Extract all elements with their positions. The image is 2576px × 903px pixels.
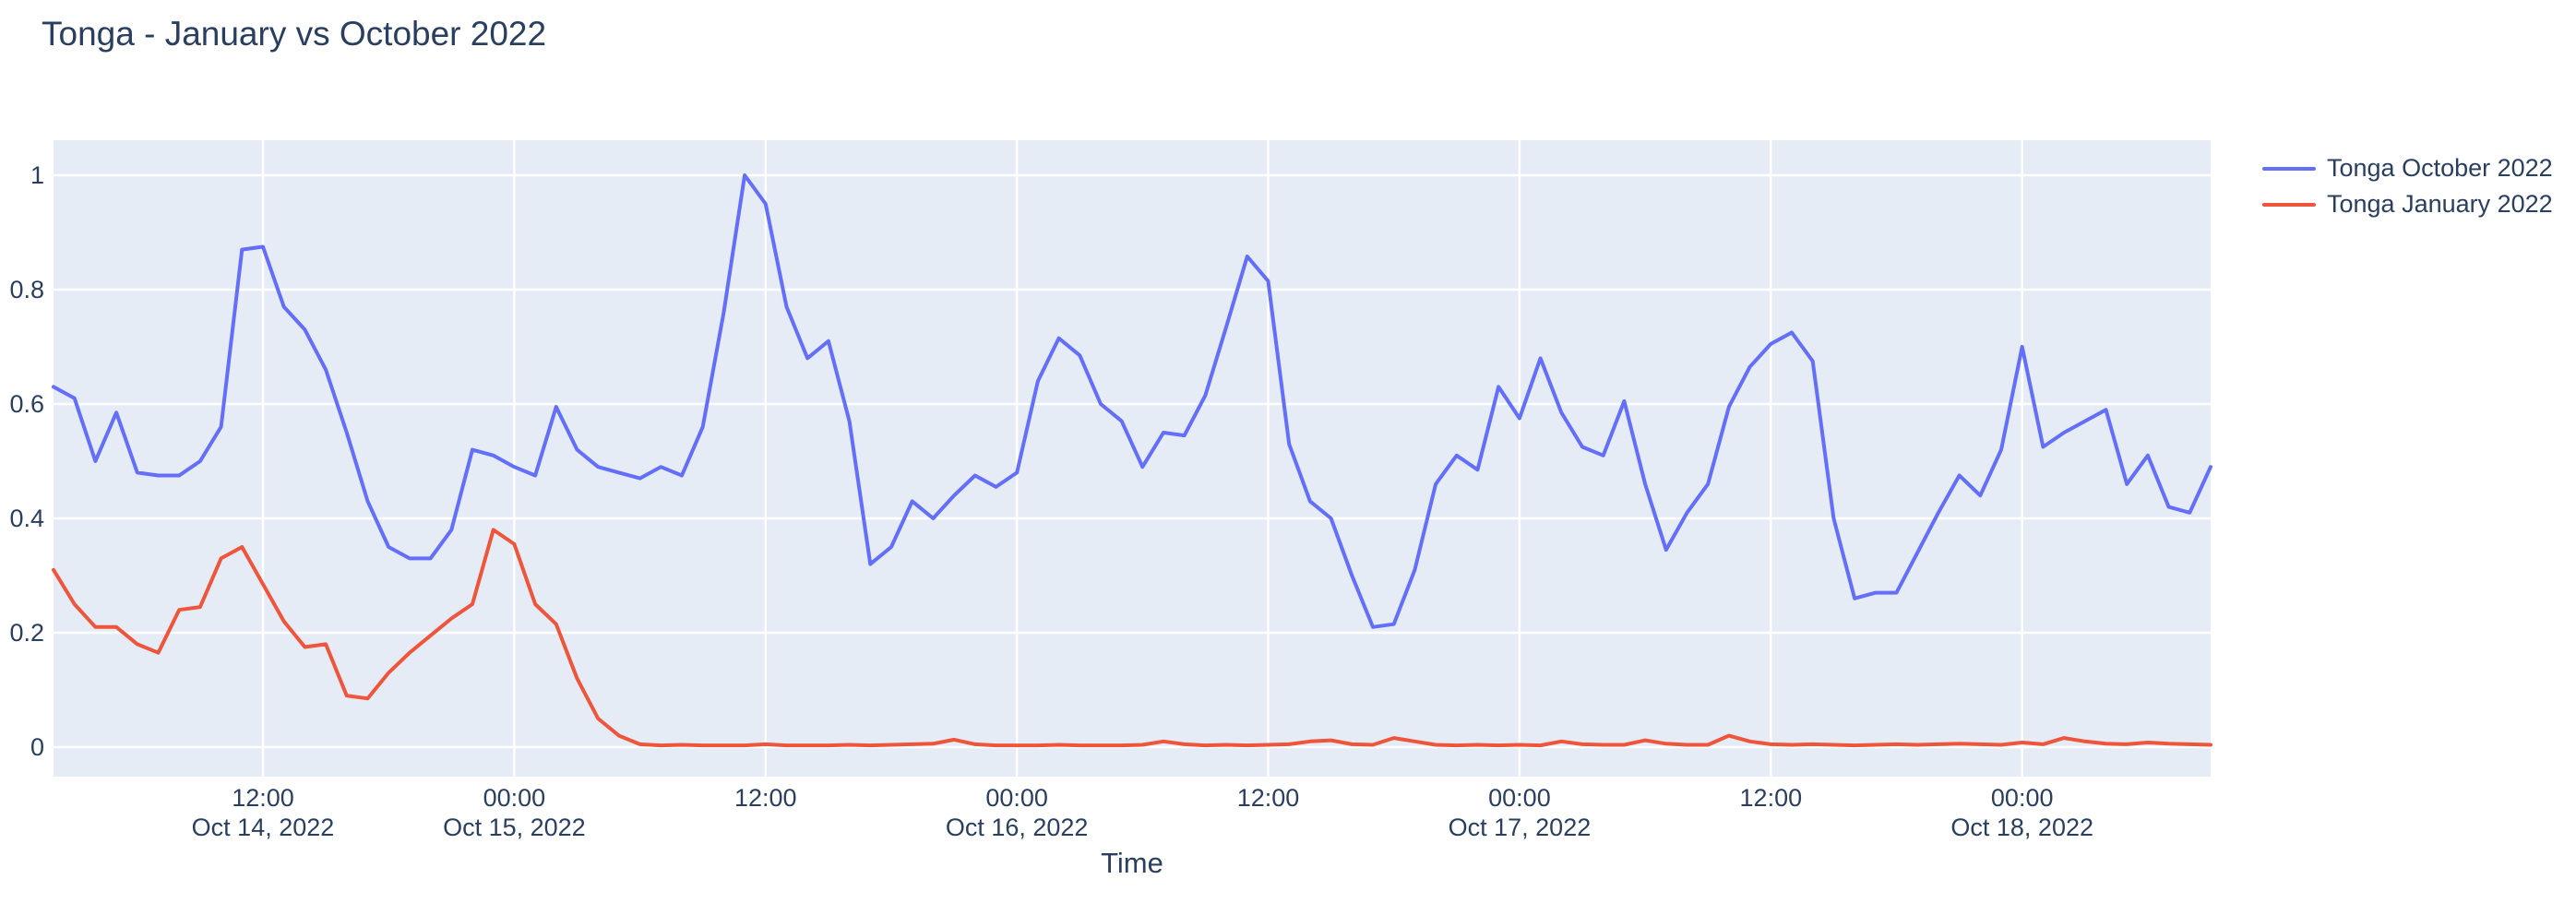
x-axis-tick-time: 00:00 [985, 784, 1048, 812]
x-axis-tick-time: 12:00 [232, 784, 294, 812]
legend-label: Tonga January 2022 [2327, 190, 2553, 218]
legend: Tonga October 2022 Tonga January 2022 [2262, 150, 2553, 222]
y-axis-tick-label: 0.2 [9, 619, 44, 647]
x-axis-tick-time: 12:00 [1740, 784, 1803, 812]
legend-label: Tonga October 2022 [2327, 154, 2553, 182]
x-axis-tick-time: 00:00 [1488, 784, 1551, 812]
x-axis-tick-time: 12:00 [734, 784, 797, 812]
x-axis-title: Time [1101, 847, 1163, 879]
x-axis-tick-time: 00:00 [1991, 784, 2054, 812]
legend-swatch-icon [2262, 202, 2316, 207]
x-axis-tick-date: Oct 17, 2022 [1449, 814, 1592, 841]
legend-item-tonga-october-2022[interactable]: Tonga October 2022 [2262, 150, 2553, 186]
line-tonga-october-2022[interactable] [52, 173, 2212, 629]
chart-title: Tonga - January vs October 2022 [42, 15, 547, 53]
y-axis-tick-label: 0 [30, 733, 44, 761]
y-axis-tick-label: 1 [30, 161, 44, 189]
plot-area[interactable] [54, 140, 2211, 777]
x-axis-tick-time: 00:00 [483, 784, 546, 812]
line-tonga-january-2022[interactable] [52, 528, 2212, 748]
x-axis-tick-date: Oct 14, 2022 [192, 814, 335, 841]
legend-item-tonga-january-2022[interactable]: Tonga January 2022 [2262, 186, 2553, 222]
legend-swatch-icon [2262, 166, 2316, 171]
x-axis-tick-date: Oct 15, 2022 [443, 814, 586, 841]
y-axis-tick-label: 0.8 [9, 276, 44, 303]
x-axis-tick-date: Oct 18, 2022 [1950, 814, 2093, 841]
y-axis-tick-label: 0.4 [9, 505, 44, 532]
x-axis-tick-date: Oct 16, 2022 [946, 814, 1089, 841]
x-axis-tick-time: 12:00 [1237, 784, 1300, 812]
y-axis-tick-label: 0.6 [9, 390, 44, 418]
